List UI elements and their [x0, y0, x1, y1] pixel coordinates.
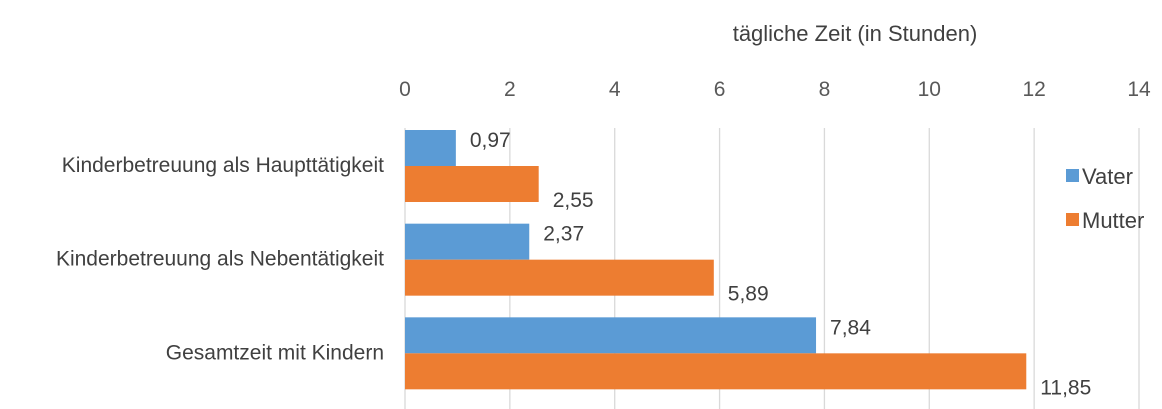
category-label: Gesamtzeit mit Kindern [166, 341, 384, 364]
x-tick-label: 12 [1022, 78, 1045, 101]
x-tick-labels: 0 2 4 6 8 10 12 14 [399, 78, 1151, 101]
data-label: 7,84 [830, 316, 871, 339]
bar-vater [405, 223, 530, 260]
legend-label: Mutter [1082, 208, 1144, 233]
x-tick-label: 6 [714, 78, 726, 101]
category-labels: Kinderbetreuung als Haupttätigkeit Kinder… [56, 154, 384, 364]
x-tick-label: 0 [399, 78, 411, 101]
data-label: 2,55 [553, 189, 594, 212]
legend: Vater Mutter [1066, 164, 1144, 233]
data-label: 2,37 [543, 223, 584, 246]
bar-mutter [405, 166, 539, 202]
x-tick-label: 8 [819, 78, 831, 101]
x-tick-label: 2 [504, 78, 516, 101]
legend-swatch [1066, 169, 1079, 182]
legend-swatch [1066, 213, 1079, 226]
data-label: 0,97 [470, 129, 511, 152]
x-axis-title: tägliche Zeit (in Stunden) [733, 21, 978, 46]
bars [405, 130, 1027, 390]
bar-mutter [405, 259, 714, 296]
bar-vater [405, 317, 817, 354]
category-label: Kinderbetreuung als Nebentätigkeit [56, 248, 384, 271]
data-labels: 0,97 2,55 2,37 5,89 7,84 11,85 [470, 129, 1091, 399]
bar-vater [405, 130, 456, 166]
legend-label: Vater [1082, 164, 1133, 189]
x-tick-label: 4 [609, 78, 621, 101]
x-tick-label: 14 [1127, 78, 1151, 101]
data-label: 11,85 [1040, 376, 1091, 399]
bar-mutter [405, 353, 1027, 390]
category-label: Kinderbetreuung als Haupttätigkeit [62, 154, 384, 177]
data-label: 5,89 [728, 283, 769, 306]
x-tick-label: 10 [918, 78, 941, 101]
